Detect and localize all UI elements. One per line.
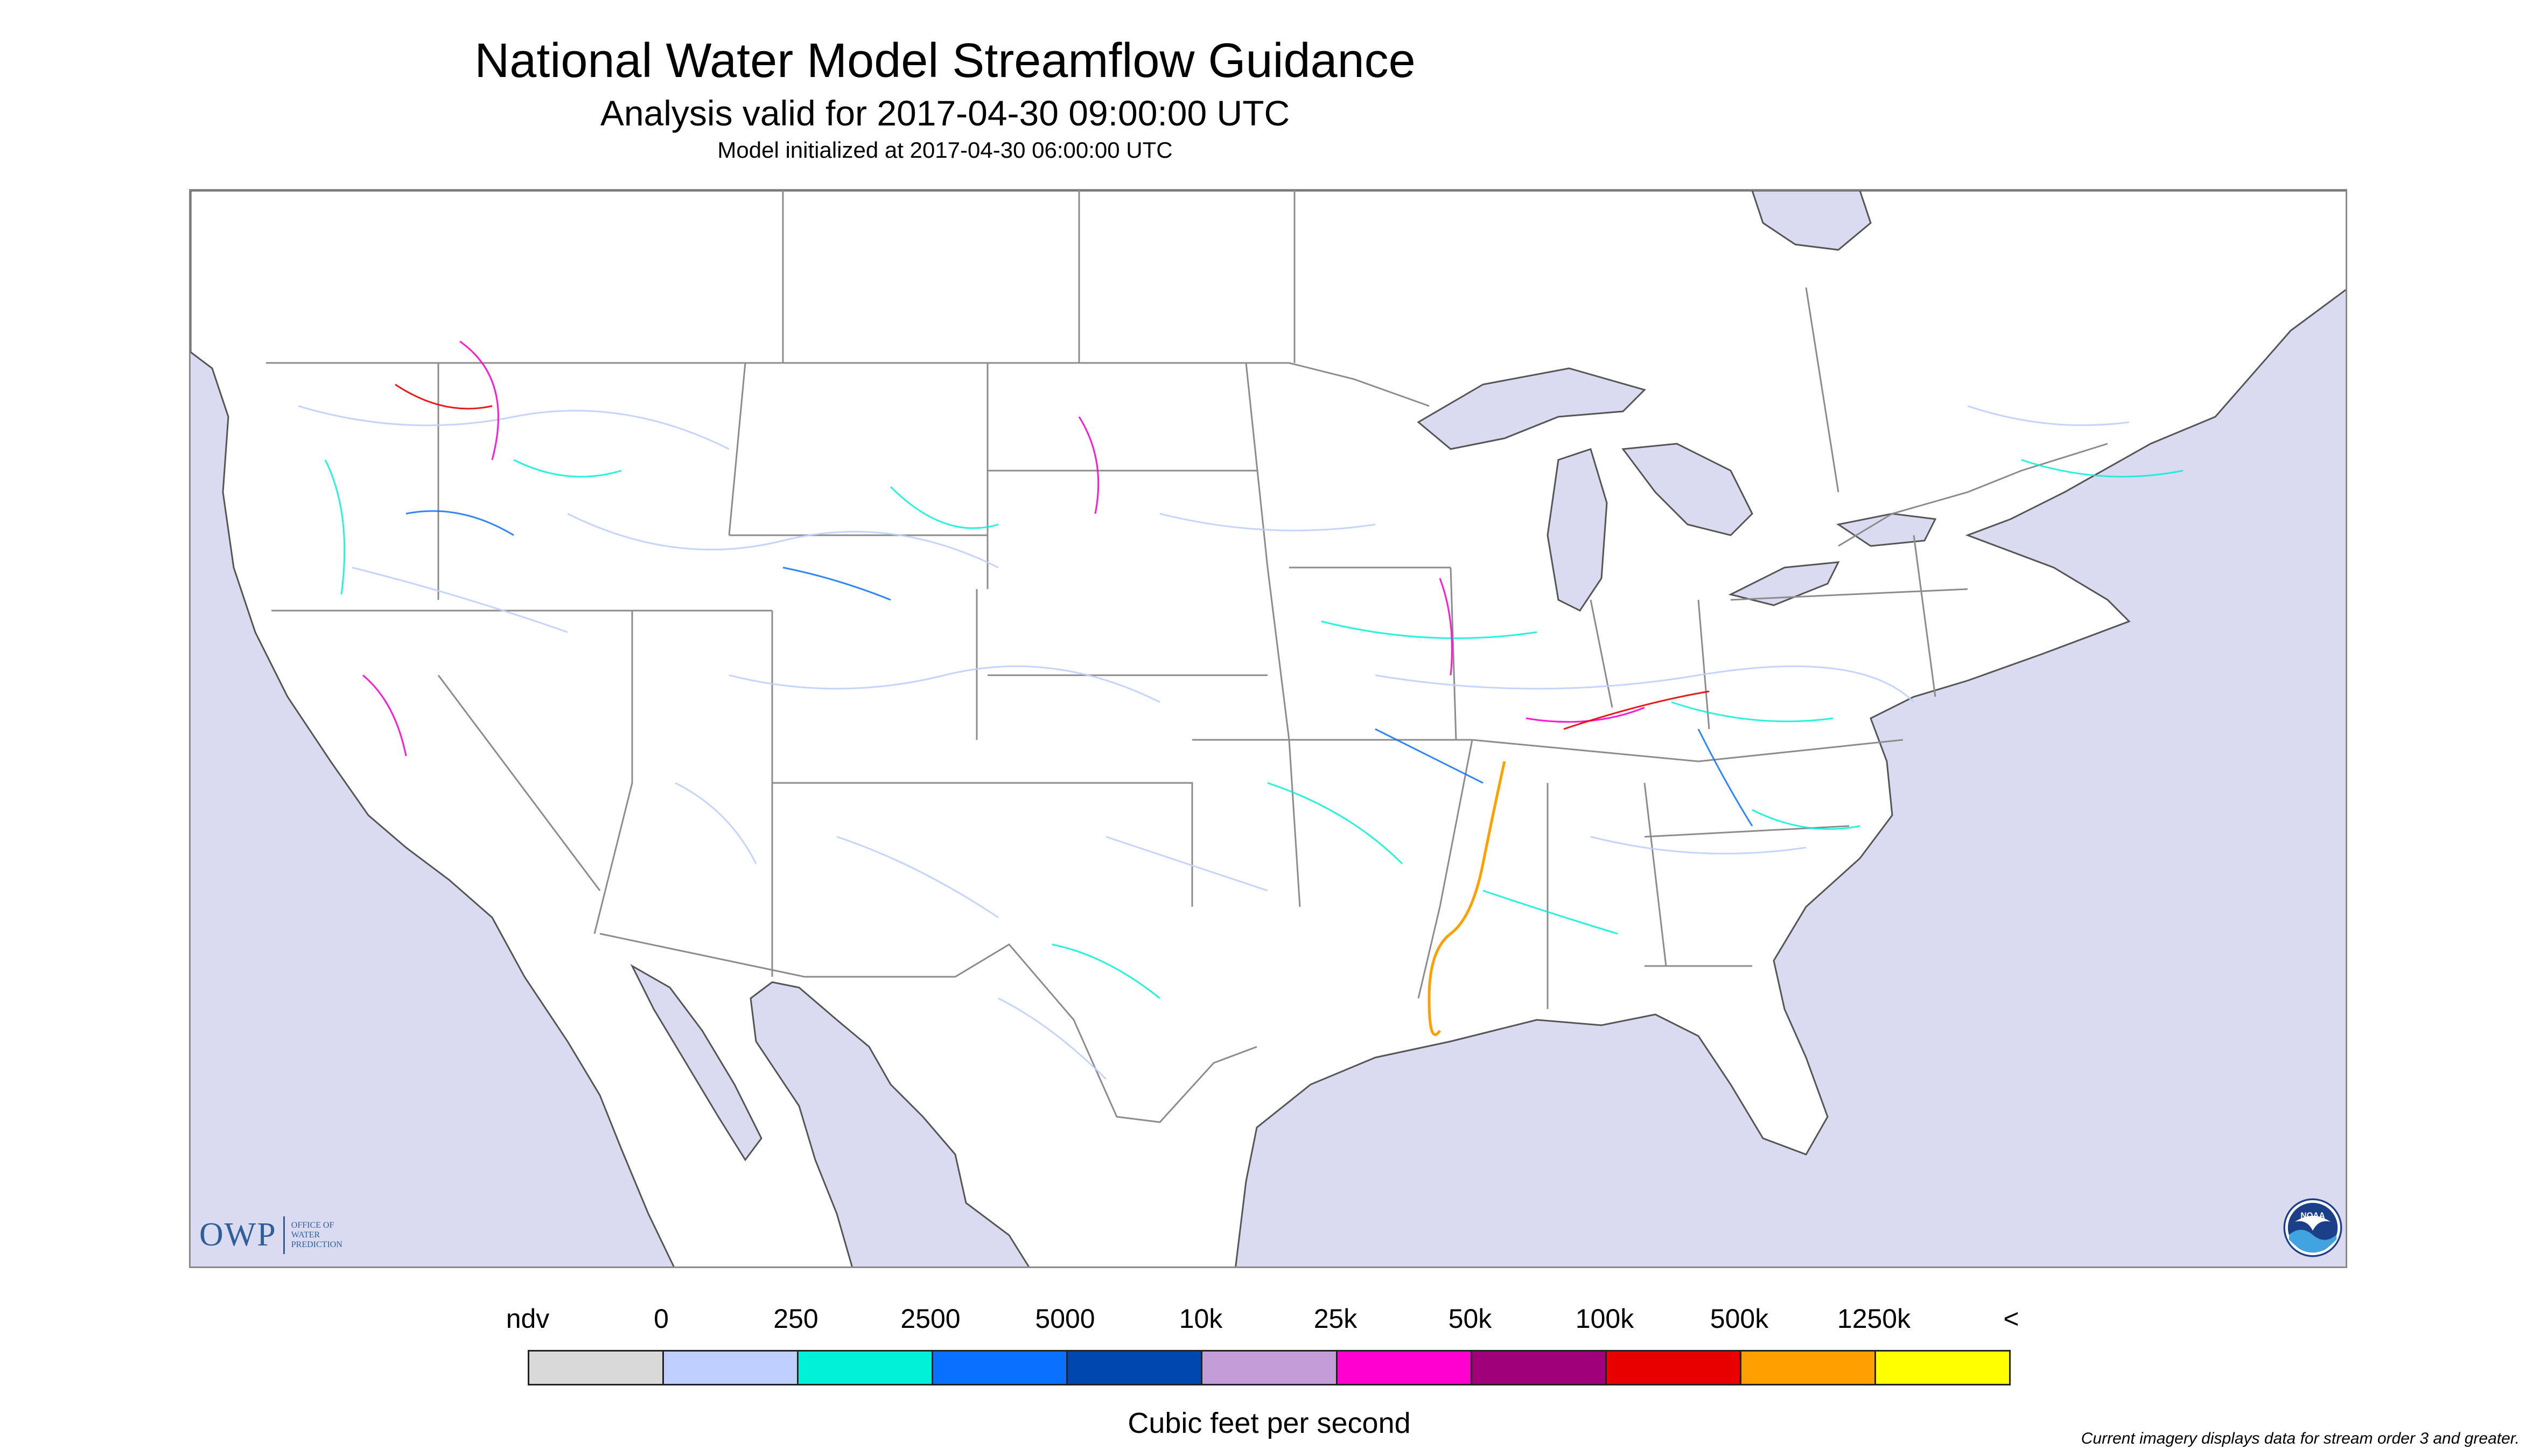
owp-subtext-line-3: PREDICTION bbox=[291, 1240, 342, 1249]
owp-subtext-line-1: OFFICE OF bbox=[291, 1220, 334, 1230]
legend-swatch-3 bbox=[933, 1352, 1068, 1384]
map-canvas bbox=[191, 191, 2346, 1266]
legend-swatch-8 bbox=[1606, 1352, 1741, 1384]
great-lakes bbox=[1417, 367, 1937, 612]
legend-color-bar bbox=[528, 1350, 2011, 1385]
analysis-valid-time: Analysis valid for 2017-04-30 09:00:00 U… bbox=[600, 93, 1290, 133]
streamflow-map[interactable] bbox=[189, 189, 2347, 1268]
legend-swatch-0 bbox=[529, 1352, 664, 1384]
model-init-time: Model initialized at 2017-04-30 06:00:00… bbox=[717, 137, 1173, 163]
legend-label-1250k: 1250k bbox=[1837, 1304, 1911, 1334]
legend-label-0: 0 bbox=[654, 1304, 669, 1334]
legend-label-5000: 5000 bbox=[1035, 1304, 1095, 1334]
owp-logo: OWP OFFICE OF WATER PREDICTION bbox=[199, 1216, 342, 1254]
legend-label-10k: 10k bbox=[1179, 1304, 1223, 1334]
legend-swatch-2 bbox=[799, 1352, 934, 1384]
political-borders bbox=[266, 191, 2108, 1123]
streams-low bbox=[298, 405, 2130, 1080]
legend-label-25k: 25k bbox=[1313, 1304, 1358, 1334]
noaa-logo: NOAA bbox=[2283, 1198, 2342, 1257]
gulf-of-california bbox=[630, 964, 762, 1161]
mississippi-river bbox=[1428, 761, 1506, 1036]
legend-label-greater: < bbox=[2003, 1304, 2019, 1334]
owp-logo-divider bbox=[283, 1216, 285, 1254]
noaa-logo-text: NOAA bbox=[2300, 1211, 2325, 1220]
legend-label-250: 250 bbox=[773, 1304, 818, 1334]
streams-extreme bbox=[395, 383, 1710, 730]
footnote: Current imagery displays data for stream… bbox=[2081, 1430, 2520, 1447]
legend-swatch-6 bbox=[1337, 1352, 1472, 1384]
map-title: National Water Model Streamflow Guidance bbox=[474, 34, 1416, 88]
legend-labels: ndv 0 250 2500 5000 10k 25k 50k 100k 500… bbox=[506, 1303, 2019, 1341]
legend-swatch-9 bbox=[1741, 1352, 1876, 1384]
legend-swatch-10 bbox=[1876, 1352, 2010, 1384]
owp-logo-text: OWP bbox=[199, 1216, 277, 1253]
legend-swatch-1 bbox=[664, 1352, 799, 1384]
owp-subtext-line-2: WATER bbox=[291, 1230, 320, 1240]
land-north-america bbox=[191, 191, 2346, 1266]
legend-swatch-4 bbox=[1068, 1352, 1203, 1384]
legend-label-100k: 100k bbox=[1575, 1304, 1634, 1334]
legend-label-2500: 2500 bbox=[900, 1304, 961, 1334]
legend-label-50k: 50k bbox=[1448, 1304, 1492, 1334]
legend-swatch-7 bbox=[1472, 1352, 1607, 1384]
legend-units: Cubic feet per second bbox=[1128, 1407, 1411, 1439]
legend-label-500k: 500k bbox=[1710, 1304, 1769, 1334]
owp-logo-subtext: OFFICE OF WATER PREDICTION bbox=[291, 1221, 342, 1250]
streams-high bbox=[405, 510, 1753, 827]
legend-swatch-5 bbox=[1202, 1352, 1338, 1384]
streams-very-high bbox=[362, 340, 1645, 757]
hudson-bay bbox=[1751, 191, 1872, 251]
streams-moderate bbox=[324, 459, 2184, 999]
legend-label-ndv: ndv bbox=[506, 1304, 550, 1334]
